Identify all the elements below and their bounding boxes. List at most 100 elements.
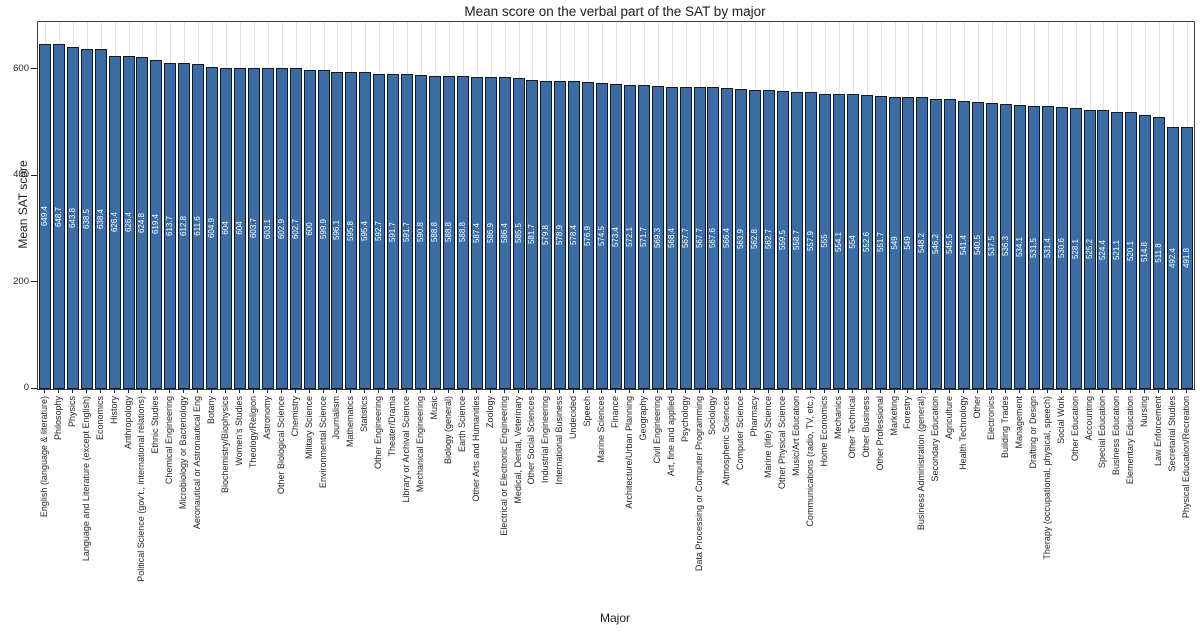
x-tick [378, 389, 380, 393]
x-tick [1046, 389, 1048, 393]
bar-value-label: 549 [903, 236, 913, 250]
bar-value-label: 521.1 [1112, 240, 1122, 261]
bar: 619.4 [150, 59, 163, 389]
x-tick-label: Economics [94, 396, 105, 441]
y-tick-label: 600 [13, 62, 29, 74]
bar-value-label: 562.7 [764, 229, 774, 250]
x-tick-label: Microbiology or Bacteriology [178, 396, 189, 510]
x-tick-label: Political Science (gov't., international… [136, 396, 147, 582]
bar-value-label: 590.8 [416, 221, 425, 242]
x-tick-label: Atmospheric Sciences [721, 396, 732, 486]
bar-value-label: 573.4 [611, 226, 620, 247]
bar: 557.9 [804, 92, 817, 389]
x-tick [823, 389, 825, 393]
x-tick-label: Art, fine and applied [665, 396, 676, 477]
x-tick-label: Speech [582, 396, 593, 427]
x-tick [1102, 389, 1104, 393]
x-tick-label: Special Education [1097, 396, 1108, 469]
bar: 626.4 [122, 55, 135, 389]
bar: 586.4 [498, 77, 511, 389]
bar-value-label: 648.7 [53, 206, 63, 227]
bar-value-label: 541.4 [959, 234, 969, 256]
bar-value-label: 578.9 [555, 225, 565, 246]
x-tick-label: Chemical Engineering [164, 396, 175, 485]
x-tick-label: Theater/Drama [387, 396, 398, 457]
x-tick [85, 389, 87, 393]
x-tick [420, 389, 421, 393]
bar: 514.8 [1139, 115, 1152, 389]
x-tick-label: Other Arts and Humanities [470, 396, 481, 502]
x-tick [935, 389, 937, 393]
bar-value-label: 554 [847, 234, 857, 249]
x-tick-label: Zoology [484, 396, 495, 429]
x-tick [1172, 389, 1174, 393]
x-tick-label: Mechanical Engineering [415, 396, 425, 493]
bar: 591.7 [387, 74, 400, 389]
x-tick-label: Sociology [707, 396, 718, 436]
bar-value-label: 596.1 [332, 220, 342, 241]
bar: 576.9 [582, 82, 595, 389]
bar: 578.9 [554, 81, 567, 389]
bar: 525.2 [1083, 109, 1096, 389]
bar-value-label: 591.7 [402, 221, 412, 242]
bar: 555 [818, 93, 831, 389]
bar: 603.1 [261, 68, 274, 389]
x-tick [977, 389, 979, 393]
bar-value-label: 559.5 [778, 230, 788, 251]
bar: 548.2 [916, 97, 929, 389]
bar: 588.8 [442, 75, 455, 389]
bar-value-label: 557.9 [805, 230, 815, 251]
y-tick-label: 200 [13, 275, 29, 287]
bar-value-label: 549 [889, 236, 899, 250]
x-tick [238, 389, 240, 393]
plot-area: 649.4 648.7 643.8 638.5 638.4 626.4 626.4 624.8… [37, 21, 1195, 390]
bar: 531.5 [1027, 106, 1040, 389]
x-tick [447, 389, 449, 393]
bar-value-label: 643.8 [67, 207, 77, 228]
bar: 530.6 [1055, 106, 1068, 389]
bar-value-label: 612.8 [179, 216, 189, 237]
bar: 567.7 [679, 87, 692, 389]
x-tick-label: Biochemistry/Biophysics [220, 396, 231, 494]
x-tick [322, 389, 324, 393]
bar-value-label: 568.4 [666, 227, 676, 248]
x-tick-label: Building Trades [999, 396, 1010, 459]
bar: 537.5 [986, 103, 999, 389]
bar: 612.8 [178, 63, 191, 389]
x-tick-label: Therapy (occupational, physical, speech) [1041, 396, 1052, 560]
bar: 590.8 [415, 74, 427, 389]
bar-value-label: 540.5 [973, 235, 983, 256]
bar-value-label: 563.9 [736, 229, 746, 250]
bar-value-label: 649.4 [39, 206, 49, 227]
x-tick-label: Physics [66, 396, 77, 428]
x-tick-label: Health Technology [958, 396, 969, 470]
chart-title: Mean score on the verbal part of the SAT… [464, 4, 766, 19]
bar: 554.1 [832, 94, 845, 389]
bar: 563.9 [735, 89, 748, 389]
y-tick [31, 281, 37, 283]
bar: 546.2 [930, 98, 943, 389]
x-tick-label: Chemistry [289, 396, 300, 437]
x-tick [211, 389, 213, 393]
x-tick [796, 389, 798, 393]
x-tick [754, 389, 756, 393]
x-tick [545, 389, 547, 393]
x-tick-label: Architecture/Urban Planning [623, 396, 634, 509]
x-tick-label: Secondary Education [930, 396, 941, 482]
x-tick-label: Biology (general) [442, 396, 453, 465]
x-tick-label: Library or Archival Science [401, 396, 412, 503]
x-tick-label: Electronics [986, 396, 997, 441]
x-tick [851, 389, 853, 393]
x-tick [57, 389, 59, 393]
x-tick-label: Physical Education/Recreation [1181, 396, 1192, 519]
x-tick-label: Agriculture [944, 396, 955, 440]
bar: 643.8 [66, 46, 79, 389]
x-tick-label: Language and Literature (except English) [80, 396, 91, 562]
x-tick [670, 389, 672, 393]
x-tick-label: Journalism [331, 396, 342, 440]
x-tick-label: Computer Science [735, 396, 746, 471]
bar-value-label: 567.7 [680, 227, 690, 249]
y-axis-ticks [0, 0, 37, 634]
x-tick [559, 389, 561, 393]
x-tick-label: Psychology [679, 396, 690, 443]
